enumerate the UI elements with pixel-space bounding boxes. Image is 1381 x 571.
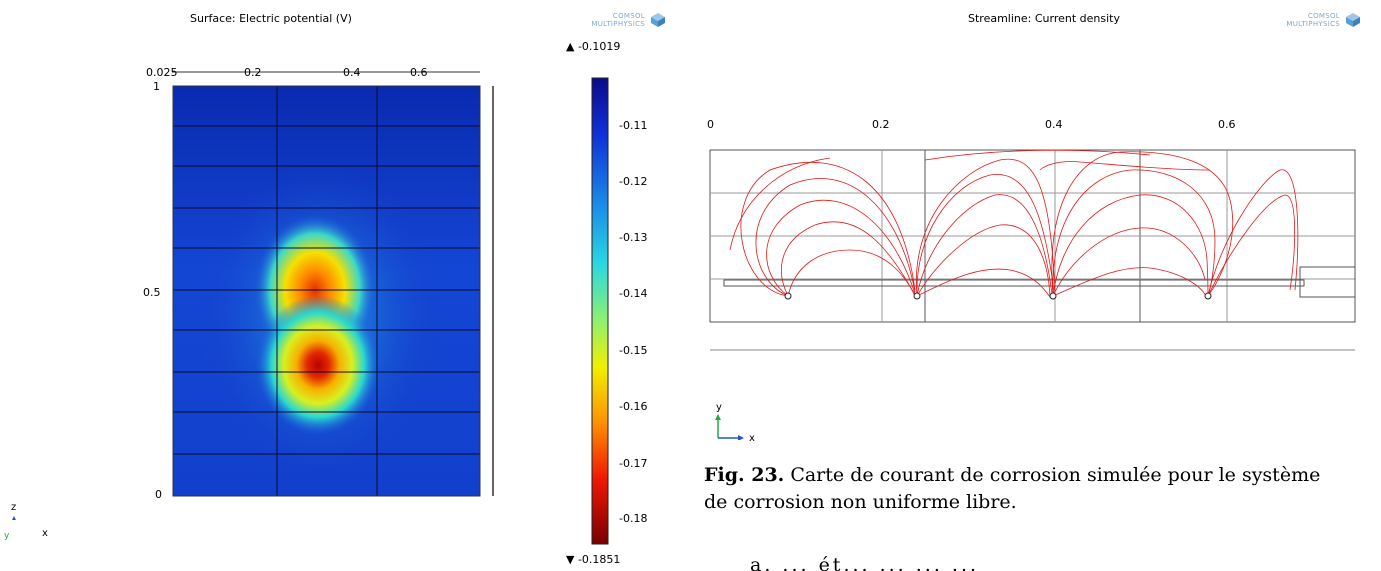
cube-icon xyxy=(650,12,666,28)
axis-label-x-right: x xyxy=(749,433,755,444)
logo-line1-right: COMSOL xyxy=(1307,12,1340,20)
colorbar-svg xyxy=(591,77,609,545)
logo-line1: COMSOL xyxy=(612,12,645,20)
z-tick-1: 1 xyxy=(153,80,160,93)
x-tick-right-1: 0.2 xyxy=(872,118,890,131)
streamline-svg xyxy=(709,149,1356,440)
colorbar-tick-2: -0.12 xyxy=(619,175,648,188)
x-tick-right-2: 0.4 xyxy=(1045,118,1063,131)
cut-off-text: a. ... ét... ... ... ... xyxy=(750,554,980,571)
colorbar-tick-5: -0.15 xyxy=(619,344,648,357)
left-heatmap-svg xyxy=(12,71,494,520)
streamlines xyxy=(729,149,1299,298)
z-tick-05: 0.5 xyxy=(143,286,161,299)
colorbar-min: ▼ -0.1851 xyxy=(566,553,621,566)
xyz-triad-left xyxy=(12,516,16,520)
right-plot-title: Streamline: Current density xyxy=(968,12,1120,25)
colorbar-tick-8: -0.18 xyxy=(619,512,648,525)
caption-label: Fig. 23. xyxy=(704,464,785,486)
hotspot-lower xyxy=(256,295,380,435)
axis-label-y-right: y xyxy=(716,402,722,413)
axis-label-z: z xyxy=(11,502,17,513)
z-tick-0: 0 xyxy=(155,488,162,501)
cube-icon-right xyxy=(1345,12,1361,28)
axis-label-x: x xyxy=(42,528,48,539)
xy-triad-right xyxy=(715,414,744,440)
x-tick-zero-overlap: 0.025 xyxy=(146,66,178,79)
x-tick-right-3: 0.6 xyxy=(1218,118,1236,131)
comsol-logo-right: COMSOL MULTIPHYSICS xyxy=(1260,12,1340,28)
logo-line2: MULTIPHYSICS xyxy=(591,20,645,28)
left-plot-title: Surface: Electric potential (V) xyxy=(190,12,352,25)
colorbar-tick-4: -0.14 xyxy=(619,287,648,300)
comsol-logo-left: COMSOL MULTIPHYSICS xyxy=(565,12,645,28)
x-tick-right-0: 0 xyxy=(707,118,714,131)
colorbar-tick-6: -0.16 xyxy=(619,400,648,413)
heatmap-border xyxy=(172,85,481,497)
x-tick-left-1: 0.2 xyxy=(244,66,262,79)
x-tick-left-3: 0.6 xyxy=(410,66,428,79)
axis-label-y: y xyxy=(4,531,10,541)
colorbar-tick-7: -0.17 xyxy=(619,457,648,470)
colorbar-tick-3: -0.13 xyxy=(619,231,648,244)
caption-text-line2: de corrosion non uniforme libre. xyxy=(704,491,1017,513)
colorbar-tick-1: -0.11 xyxy=(619,119,648,132)
heatmap-grid xyxy=(173,86,480,496)
logo-line2-right: MULTIPHYSICS xyxy=(1286,20,1340,28)
x-tick-left-2: 0.4 xyxy=(343,66,361,79)
colorbar-max: ▲ -0.1019 xyxy=(566,40,621,53)
electrode-markers xyxy=(784,292,1212,300)
figure-caption: Fig. 23. Carte de courant de corrosion s… xyxy=(704,462,1374,516)
caption-text-line1: Carte de courant de corrosion simulée po… xyxy=(784,464,1321,486)
